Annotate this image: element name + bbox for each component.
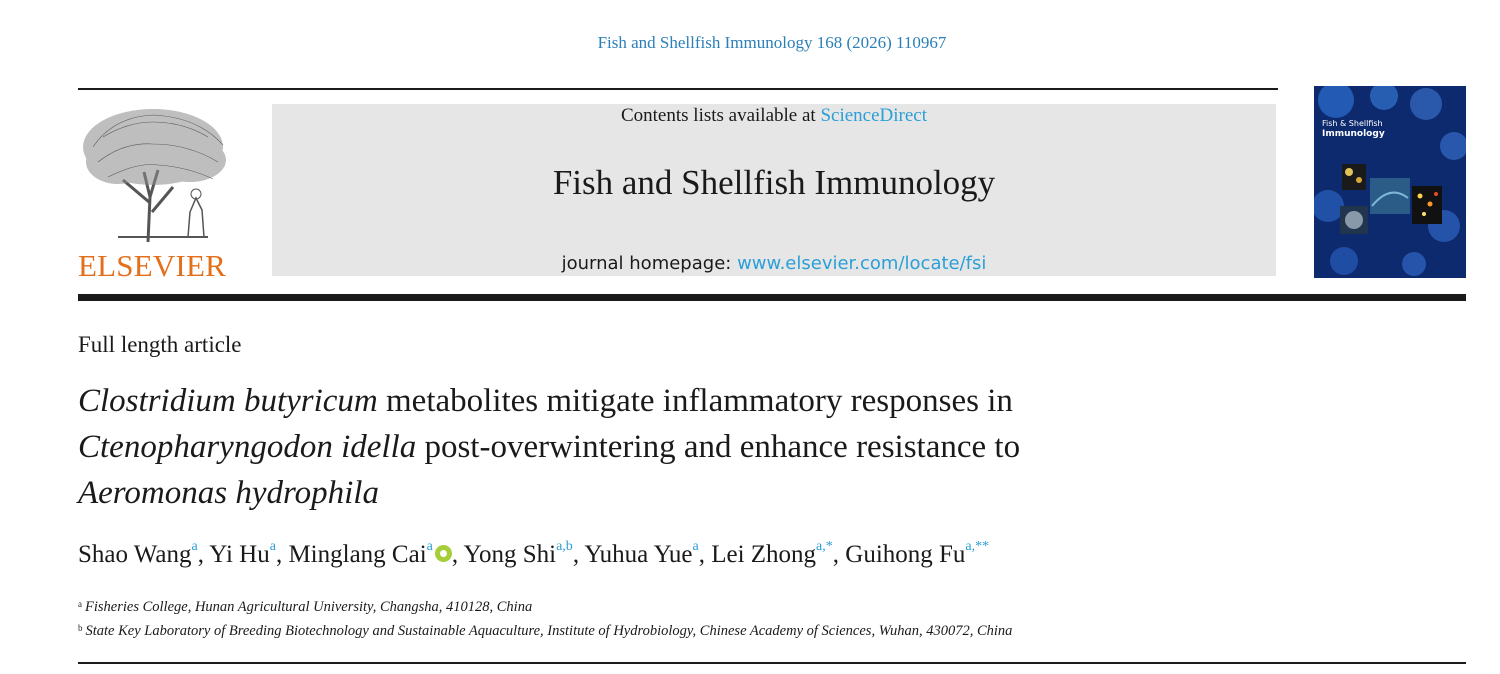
author-separator: , — [572, 541, 585, 568]
footer-divider — [78, 662, 1466, 664]
affiliation-label: b — [78, 623, 83, 633]
author-separator: , — [698, 541, 712, 568]
sciencedirect-link[interactable]: ScienceDirect — [820, 105, 928, 126]
journal-cover[interactable]: Fish & Shellfish Immunology — [1314, 86, 1466, 278]
affiliation-text: State Key Laboratory of Breeding Biotech… — [85, 623, 1013, 639]
author-affiliation-marker[interactable]: a — [269, 539, 276, 554]
journal-reference-link[interactable]: Fish and Shellfish Immunology 168 (2026)… — [597, 33, 947, 52]
orcid-icon[interactable] — [434, 544, 452, 562]
author-list: Shao Wanga, Yi Hua, Minglang Caia, Yong … — [78, 539, 990, 569]
cover-title-line1: Fish & Shellfish — [1322, 119, 1383, 128]
title-text-1: metabolites mitigate inflammatory respon… — [377, 383, 1013, 419]
title-species-1: Clostridium butyricum — [78, 383, 378, 419]
affiliation-label: a — [78, 599, 82, 609]
header-divider — [78, 88, 1278, 90]
affiliation-b: b State Key Laboratory of Breeding Biotec… — [78, 623, 1012, 640]
author-name[interactable]: Yuhua Yue — [584, 541, 693, 568]
article-title: Clostridium butyricum metabolites mitiga… — [78, 378, 1278, 516]
author-affiliation-marker[interactable]: a — [426, 539, 433, 554]
author-separator: , — [832, 541, 846, 568]
elsevier-wordmark: ELSEVIER — [78, 248, 226, 283]
contents-line: Contents lists available at ScienceDirec… — [272, 105, 1276, 127]
homepage-line: journal homepage: www.elsevier.com/locat… — [272, 253, 1276, 274]
author-affiliation-marker[interactable]: a,b — [556, 539, 573, 554]
article-type: Full length article — [78, 332, 242, 357]
author-affiliation-marker[interactable]: a — [692, 539, 699, 554]
journal-homepage-link[interactable]: www.elsevier.com/locate/fsi — [737, 253, 987, 274]
title-species-3: Aeromonas hydrophila — [78, 475, 379, 511]
journal-cover-image-icon — [1314, 86, 1466, 278]
author-name[interactable]: Yong Shi — [463, 541, 557, 568]
affiliation-a: a Fisheries College, Hunan Agricultural U… — [78, 599, 532, 616]
cover-title-line2: Immunology — [1322, 129, 1385, 139]
contents-prefix: Contents lists available at — [620, 105, 821, 126]
author-separator: , — [451, 541, 464, 568]
journal-title: Fish and Shellfish Immunology — [552, 163, 996, 202]
title-text-2: post-overwintering and enhance resistanc… — [416, 429, 1021, 465]
author-separator: , — [197, 541, 210, 568]
author-separator: , — [275, 541, 289, 568]
homepage-prefix: journal homepage: — [561, 253, 738, 274]
affiliation-text: Fisheries College, Hunan Agricultural Un… — [85, 599, 533, 615]
cover-title: Fish & Shellfish Immunology — [1322, 119, 1385, 139]
author-affiliation-marker[interactable]: a,* — [816, 539, 833, 554]
author-name[interactable]: Yi Hu — [209, 541, 270, 568]
author-name[interactable]: Shao Wang — [78, 541, 192, 568]
journal-masthead — [272, 104, 1276, 276]
elsevier-tree-logo-icon — [83, 109, 226, 243]
author-affiliation-marker[interactable]: a,** — [965, 539, 990, 554]
author-name[interactable]: Lei Zhong — [711, 541, 817, 568]
author-name[interactable]: Guihong Fu — [845, 541, 966, 568]
author-name[interactable]: Minglang Cai — [288, 541, 427, 568]
masthead-divider — [78, 294, 1466, 301]
title-species-2: Ctenopharyngodon idella — [78, 429, 417, 465]
elsevier-logo[interactable]: ELSEVIER — [78, 102, 238, 283]
author-affiliation-marker[interactable]: a — [191, 539, 198, 554]
